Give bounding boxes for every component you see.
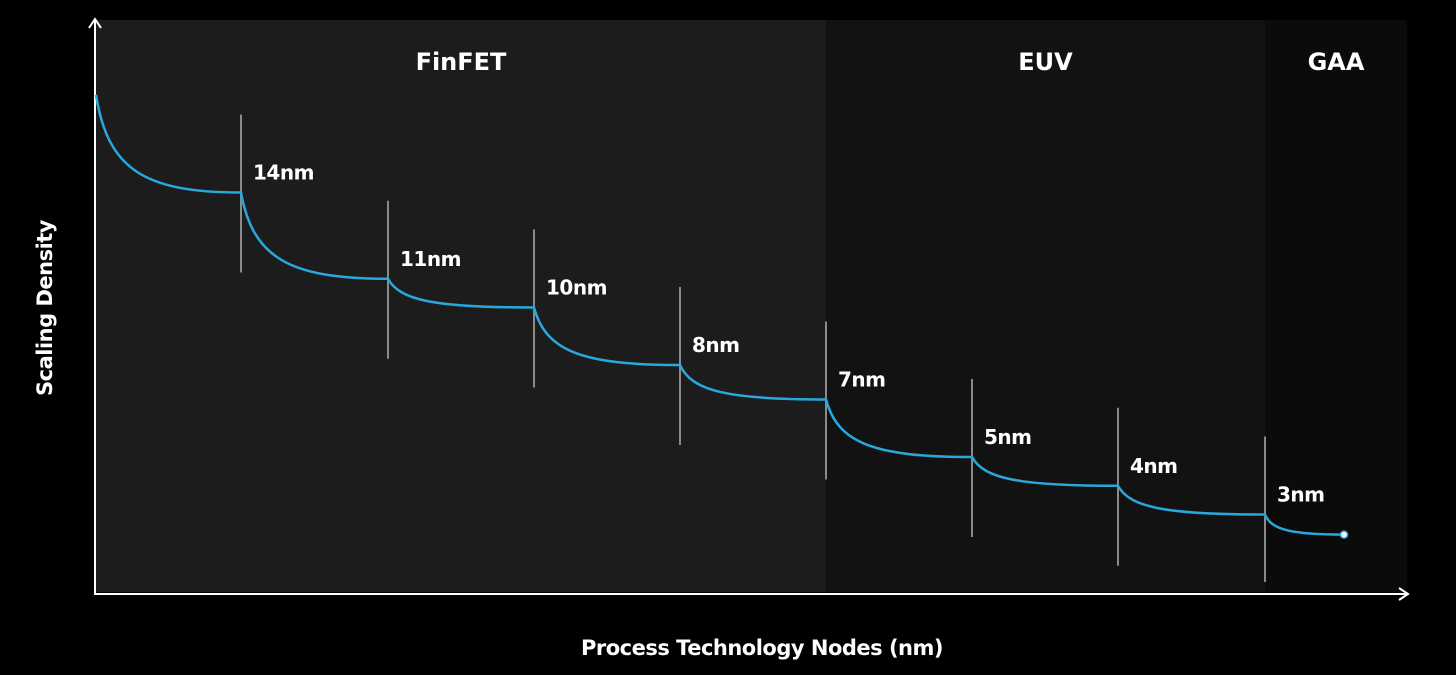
y-axis-title: Scaling Density bbox=[33, 219, 57, 396]
region-label-euv: EUV bbox=[1018, 48, 1073, 76]
node-label-8nm: 8nm bbox=[692, 333, 740, 357]
region-band-euv bbox=[826, 20, 1265, 592]
node-label-4nm: 4nm bbox=[1130, 454, 1178, 478]
region-band-gaa bbox=[1265, 20, 1407, 592]
x-axis-arrow-icon bbox=[1398, 587, 1410, 601]
scaling-density-line bbox=[94, 94, 1345, 536]
y-axis-arrow-icon bbox=[88, 17, 102, 29]
node-label-7nm: 7nm bbox=[838, 368, 886, 392]
region-label-gaa: GAA bbox=[1308, 48, 1365, 76]
node-label-10nm: 10nm bbox=[546, 276, 607, 300]
node-label-11nm: 11nm bbox=[400, 247, 461, 271]
node-label-5nm: 5nm bbox=[984, 425, 1032, 449]
line-end-point bbox=[1339, 530, 1349, 539]
node-label-3nm: 3nm bbox=[1277, 483, 1325, 507]
region-label-finfet: FinFET bbox=[416, 48, 507, 76]
x-axis-title: Process Technology Nodes (nm) bbox=[581, 636, 943, 660]
node-label-14nm: 14nm bbox=[253, 161, 314, 185]
